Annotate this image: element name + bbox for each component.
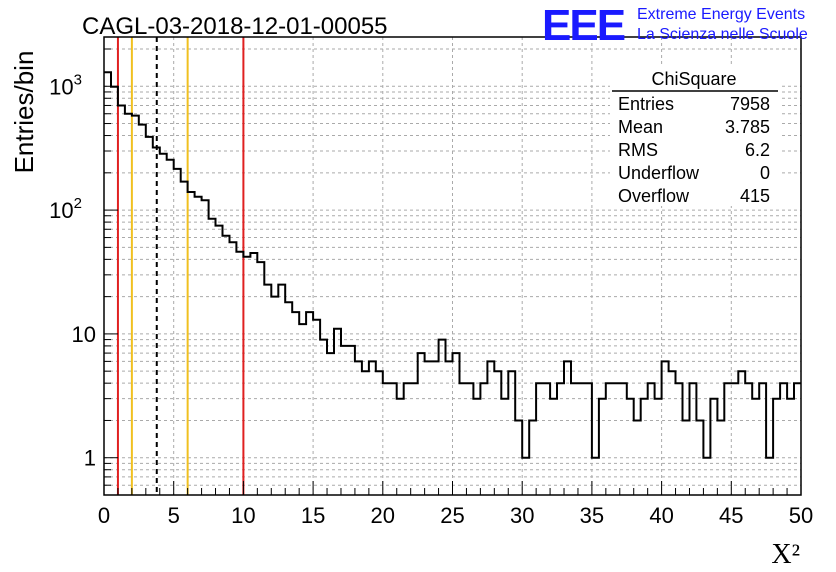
x-axis-label: X²	[771, 539, 800, 570]
y-axis-label: Entries/bin	[9, 51, 39, 174]
stats-box-background	[610, 66, 780, 206]
stats-value-rms: 6.2	[745, 140, 770, 160]
stats-value-entries: 7958	[730, 94, 770, 114]
x-tick-label: 45	[719, 503, 743, 528]
y-tick-label: 103	[49, 71, 82, 99]
stats-label-overflow: Overflow	[618, 186, 690, 206]
logo-line-2: La Scienza nelle Scuole	[637, 26, 808, 43]
stats-label-entries: Entries	[618, 94, 674, 114]
stats-label-rms: RMS	[618, 140, 658, 160]
x-tick-label: 0	[98, 503, 110, 528]
y-tick-label: 102	[49, 195, 82, 223]
x-tick-label: 40	[649, 503, 673, 528]
x-tick-label: 30	[510, 503, 534, 528]
x-tick-label: 50	[789, 503, 813, 528]
logo-letters: EEE	[542, 1, 625, 50]
x-tick-label: 10	[231, 503, 255, 528]
logo-line-1: Extreme Energy Events	[637, 6, 805, 23]
x-tick-label: 5	[168, 503, 180, 528]
x-axis-ticks: 0 5 10 15 20 25 30 35 40 45 50	[98, 481, 813, 528]
stats-value-underflow: 0	[760, 163, 770, 183]
stats-title: ChiSquare	[651, 69, 736, 89]
stats-label-mean: Mean	[618, 117, 663, 137]
stats-value-overflow: 415	[740, 186, 770, 206]
y-tick-label: 1	[84, 446, 96, 471]
x-tick-label: 15	[301, 503, 325, 528]
chart-title: CAGL-03-2018-12-01-00055	[82, 13, 388, 40]
eee-logo: EEE Extreme Energy Events La Scienza nel…	[542, 1, 808, 50]
x-tick-label: 35	[580, 503, 604, 528]
x-tick-label: 20	[371, 503, 395, 528]
stats-label-underflow: Underflow	[618, 163, 700, 183]
stats-box: ChiSquare Entries 7958 Mean 3.785 RMS 6.…	[610, 66, 780, 206]
stats-value-mean: 3.785	[725, 117, 770, 137]
y-tick-label: 10	[72, 322, 96, 347]
x-tick-label: 25	[440, 503, 464, 528]
histogram-series	[104, 71, 801, 459]
y-axis-ticks: 1 10 102 103	[49, 48, 118, 486]
